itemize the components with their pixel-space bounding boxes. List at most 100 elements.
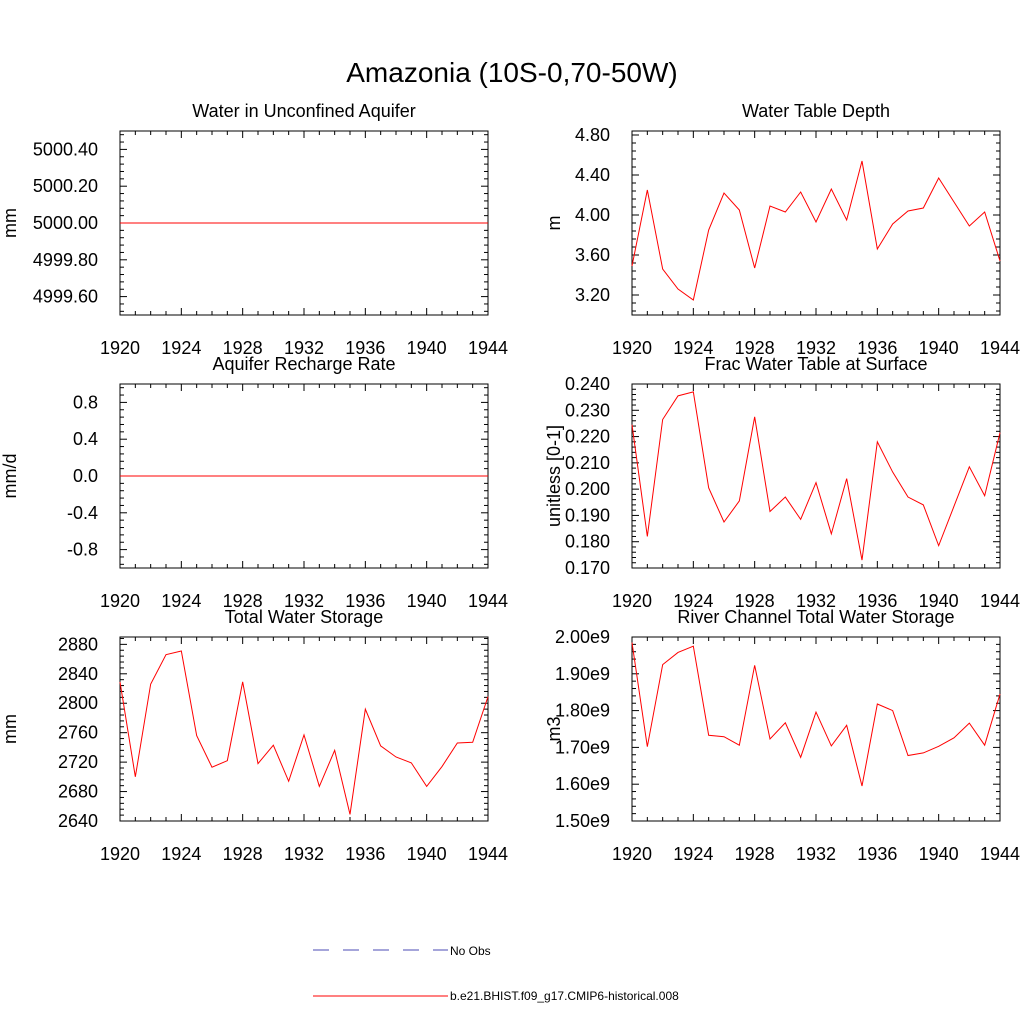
x-tick-label: 1932 [284, 844, 324, 864]
legend-entry-model: b.e21.BHIST.f09_g17.CMIP6-historical.008 [313, 989, 679, 1003]
y-tick-label: 0.8 [73, 392, 98, 412]
y-tick-label: 0.230 [565, 400, 610, 420]
plot-frame [631, 383, 1001, 569]
y-tick-label: 3.60 [575, 245, 610, 265]
x-tick-label: 1928 [735, 338, 775, 358]
x-tick-label: 1944 [980, 844, 1020, 864]
y-tick-label: 5000.40 [33, 139, 98, 159]
x-tick-label: 1940 [919, 591, 959, 611]
x-tick-label: 1936 [345, 338, 385, 358]
y-axis-label: mm [0, 714, 20, 744]
series-line [631, 391, 1001, 561]
y-tick-label: 4.80 [575, 125, 610, 145]
chart-panel-5: Total Water Storage 1920 1924 1928 1932 1936 1… [0, 607, 508, 864]
x-tick-label: 1924 [161, 844, 201, 864]
legend-label-no-obs: No Obs [450, 944, 491, 958]
panels: Water in Unconfined Aquifer 1920 1924 1928 1… [0, 101, 1020, 864]
y-tick-label: 2800 [58, 693, 98, 713]
y-tick-label: 2840 [58, 664, 98, 684]
y-tick-label: 5000.20 [33, 176, 98, 196]
y-tick-label: 2760 [58, 723, 98, 743]
series-line [119, 650, 489, 815]
y-tick-label: 1.90e9 [555, 664, 610, 684]
x-tick-label: 1928 [735, 591, 775, 611]
legend: No Obs b.e21.BHIST.f09_g17.CMIP6-histori… [313, 944, 679, 1003]
plot-frame [119, 636, 489, 822]
y-tick-label: 2680 [58, 782, 98, 802]
y-tick-label: 5000.00 [33, 213, 98, 233]
y-tick-label: 2720 [58, 752, 98, 772]
x-tick-label: 1944 [468, 338, 508, 358]
x-tick-label: 1920 [100, 338, 140, 358]
y-tick-label: 4999.60 [33, 287, 98, 307]
chart-title: Frac Water Table at Surface [704, 354, 927, 374]
x-tick-label: 1928 [223, 591, 263, 611]
y-tick-label: 1.60e9 [555, 774, 610, 794]
x-tick-label: 1944 [980, 338, 1020, 358]
x-tick-label: 1940 [407, 844, 447, 864]
y-tick-label: 3.20 [575, 285, 610, 305]
y-tick-label: 0.200 [565, 479, 610, 499]
y-tick-label: 4.00 [575, 205, 610, 225]
chart-title: Total Water Storage [225, 607, 383, 627]
plot-frame [631, 636, 1001, 822]
figure-title: Amazonia (10S-0,70-50W) [346, 57, 677, 88]
chart-title: River Channel Total Water Storage [677, 607, 954, 627]
y-tick-label: 0.240 [565, 374, 610, 394]
y-axis-label: m3 [544, 716, 564, 741]
y-tick-label: -0.8 [67, 540, 98, 560]
legend-label-model: b.e21.BHIST.f09_g17.CMIP6-historical.008 [450, 989, 679, 1003]
series-line [631, 160, 1001, 301]
y-axis-label: mm [0, 208, 20, 238]
y-tick-label: 0.210 [565, 453, 610, 473]
x-tick-label: 1932 [796, 591, 836, 611]
y-tick-label: 0.4 [73, 429, 98, 449]
x-tick-label: 1924 [161, 591, 201, 611]
x-tick-label: 1928 [223, 844, 263, 864]
chart-title: Water in Unconfined Aquifer [192, 101, 415, 121]
x-tick-label: 1936 [857, 591, 897, 611]
y-tick-label: 1.50e9 [555, 811, 610, 831]
x-tick-label: 1944 [468, 591, 508, 611]
x-tick-label: 1940 [919, 844, 959, 864]
y-tick-label: 0.180 [565, 532, 610, 552]
y-tick-label: 0.0 [73, 466, 98, 486]
x-tick-label: 1928 [223, 338, 263, 358]
chart-panel-1: Water in Unconfined Aquifer 1920 1924 1928 1… [0, 101, 508, 358]
y-tick-label: -0.4 [67, 503, 98, 523]
chart-panel-2: Water Table Depth 1920 1924 1928 1932 1936 194… [544, 101, 1020, 358]
x-tick-label: 1924 [673, 591, 713, 611]
x-tick-label: 1932 [284, 591, 324, 611]
y-tick-label: 0.190 [565, 505, 610, 525]
y-tick-label: 1.70e9 [555, 737, 610, 757]
y-tick-label: 4.40 [575, 165, 610, 185]
y-tick-label: 2640 [58, 811, 98, 831]
x-tick-label: 1924 [161, 338, 201, 358]
y-tick-label: 4999.80 [33, 250, 98, 270]
chart-title: Aquifer Recharge Rate [212, 354, 395, 374]
x-tick-label: 1920 [100, 591, 140, 611]
y-axis-label: mm/d [0, 454, 20, 499]
y-tick-label: 0.170 [565, 558, 610, 578]
x-tick-label: 1936 [345, 591, 385, 611]
chart-panel-6: River Channel Total Water Storage 1920 192… [544, 607, 1020, 864]
x-tick-label: 1940 [407, 591, 447, 611]
chart-title: Water Table Depth [742, 101, 890, 121]
legend-entry-no-obs: No Obs [313, 944, 491, 958]
x-tick-label: 1944 [980, 591, 1020, 611]
x-tick-label: 1936 [857, 844, 897, 864]
y-tick-label: 0.220 [565, 427, 610, 447]
x-tick-label: 1936 [345, 844, 385, 864]
x-tick-label: 1936 [857, 338, 897, 358]
y-axis-label: unitless [0-1] [544, 425, 564, 527]
x-tick-label: 1944 [468, 844, 508, 864]
x-tick-label: 1940 [919, 338, 959, 358]
x-tick-label: 1932 [796, 844, 836, 864]
y-tick-label: 1.80e9 [555, 701, 610, 721]
y-axis-label: m [544, 216, 564, 231]
x-tick-label: 1920 [612, 844, 652, 864]
x-tick-label: 1920 [612, 591, 652, 611]
chart-panel-3: Aquifer Recharge Rate 1920 1924 1928 1932 193… [0, 354, 508, 611]
x-tick-label: 1928 [735, 844, 775, 864]
